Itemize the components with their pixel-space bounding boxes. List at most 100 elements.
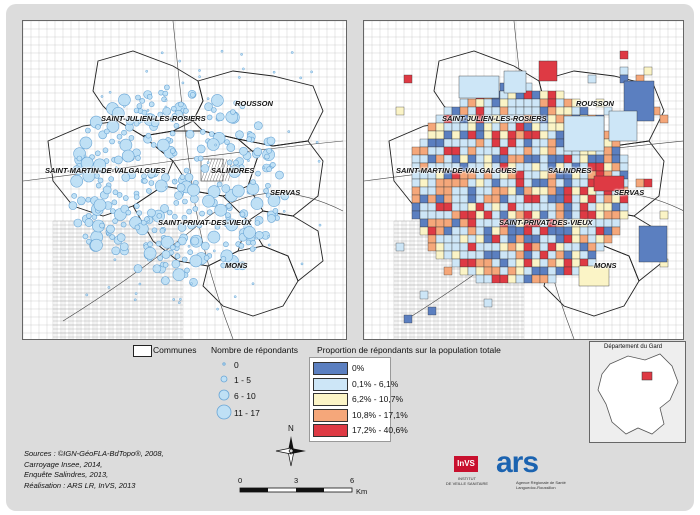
proportion-cell xyxy=(531,234,541,244)
proportion-cell xyxy=(467,194,477,204)
proportion-cell xyxy=(459,122,469,132)
proportion-cell xyxy=(491,234,501,244)
proportion-cell xyxy=(523,250,533,260)
scale-tick: 6 xyxy=(350,476,355,485)
respondents-proportion-map-svg xyxy=(364,21,683,339)
proportion-cell xyxy=(555,266,565,276)
respondent-bubble xyxy=(102,185,112,195)
respondents-class-label: 0 xyxy=(234,360,239,370)
proportion-cell xyxy=(547,266,557,276)
proportion-cell xyxy=(603,226,613,236)
proportion-cell xyxy=(611,202,621,212)
proportion-cell xyxy=(603,218,613,228)
proportion-cell xyxy=(555,186,565,196)
respondent-bubble xyxy=(242,67,245,71)
proportion-cell xyxy=(443,154,453,164)
proportion-cell xyxy=(459,146,469,156)
proportion-cell xyxy=(547,258,557,268)
proportion-cell xyxy=(523,146,533,156)
proportion-cell xyxy=(459,218,469,228)
proportion-cell xyxy=(499,202,509,212)
proportion-cell xyxy=(555,234,565,244)
respondent-bubble xyxy=(104,128,110,135)
respondent-bubble xyxy=(145,69,149,73)
respondent-bubbles xyxy=(68,49,322,311)
ars-logo-caption: Agence Régionale de Santé xyxy=(516,480,566,485)
respondent-bubble xyxy=(245,239,252,246)
respondent-bubble xyxy=(116,192,123,198)
respondent-bubble xyxy=(300,262,304,266)
respondent-bubble xyxy=(190,92,196,98)
proportion-cell xyxy=(427,194,437,204)
respondent-bubble xyxy=(174,253,181,259)
proportion-cell xyxy=(603,234,613,244)
respondent-bubble xyxy=(196,222,203,229)
respondent-bubble xyxy=(147,169,156,179)
town-label: SERVAS xyxy=(270,188,301,197)
respondent-bubble xyxy=(235,130,244,139)
town-label: ROUSSON xyxy=(576,99,614,108)
respondent-bubble xyxy=(181,256,188,263)
proportion-cell xyxy=(563,250,573,260)
proportion-cell xyxy=(475,234,485,244)
proportion-cell xyxy=(451,242,461,252)
proportion-cell xyxy=(459,186,469,196)
proportion-cell xyxy=(619,210,629,220)
proportion-cell xyxy=(539,146,549,156)
proportion-cell xyxy=(563,115,605,152)
proportion-cell xyxy=(443,186,453,196)
respondent-bubble xyxy=(171,259,181,269)
proportion-cell xyxy=(547,226,557,236)
respondent-bubble xyxy=(197,155,204,162)
respondent-bubble xyxy=(225,218,239,232)
respondent-bubble xyxy=(317,159,321,163)
proportion-cell xyxy=(427,138,437,148)
respondent-bubble xyxy=(266,136,276,146)
proportion-cell xyxy=(563,242,573,252)
proportion-cell xyxy=(427,234,437,244)
proportion-cell xyxy=(563,226,573,236)
respondent-bubble xyxy=(177,223,187,232)
respondent-bubble xyxy=(128,135,135,141)
proportion-cell xyxy=(547,90,557,100)
proportion-cell xyxy=(603,210,613,220)
proportion-cell xyxy=(547,194,557,204)
proportion-cell xyxy=(579,258,589,268)
respondent-bubble xyxy=(155,240,162,247)
communes-label: Communes xyxy=(153,345,197,355)
respondent-bubble xyxy=(169,116,176,122)
proportion-cell xyxy=(539,250,549,260)
respondent-bubble xyxy=(211,94,224,107)
respondent-bubble xyxy=(147,241,153,247)
proportion-cell xyxy=(579,154,589,164)
respondent-bubble xyxy=(214,224,221,230)
proportion-cell xyxy=(443,194,453,204)
proportion-cell xyxy=(531,258,541,268)
proportion-cell xyxy=(507,146,517,156)
proportion-cell xyxy=(443,146,453,156)
respondent-bubble xyxy=(266,148,272,154)
respondent-bubble xyxy=(253,147,263,157)
town-label: SAINT-PRIVAT-DES-VIEUX xyxy=(499,218,593,227)
proportion-cell xyxy=(515,170,525,180)
proportion-cell xyxy=(531,162,541,172)
respondent-bubble xyxy=(109,234,115,240)
proportion-cell xyxy=(458,75,500,99)
proportion-cell xyxy=(547,106,557,116)
respondent-bubble xyxy=(267,243,271,247)
town-label: SALINDRES xyxy=(211,166,255,175)
proportion-cell xyxy=(507,178,517,188)
proportion-cell xyxy=(571,266,581,276)
proportion-cell xyxy=(459,138,469,148)
respondent-bubble xyxy=(318,223,322,227)
proportion-cell xyxy=(523,258,533,268)
proportion-cell xyxy=(515,258,525,268)
proportion-cell xyxy=(579,234,589,244)
town-label: SAINT-MARTIN-DE-VALGALGUES xyxy=(396,166,517,175)
proportion-cell xyxy=(443,178,453,188)
proportion-cell xyxy=(539,122,549,132)
respondent-bubble xyxy=(198,69,201,72)
respondent-bubble xyxy=(187,183,200,197)
proportion-cell xyxy=(443,242,453,252)
proportion-cell xyxy=(435,234,445,244)
